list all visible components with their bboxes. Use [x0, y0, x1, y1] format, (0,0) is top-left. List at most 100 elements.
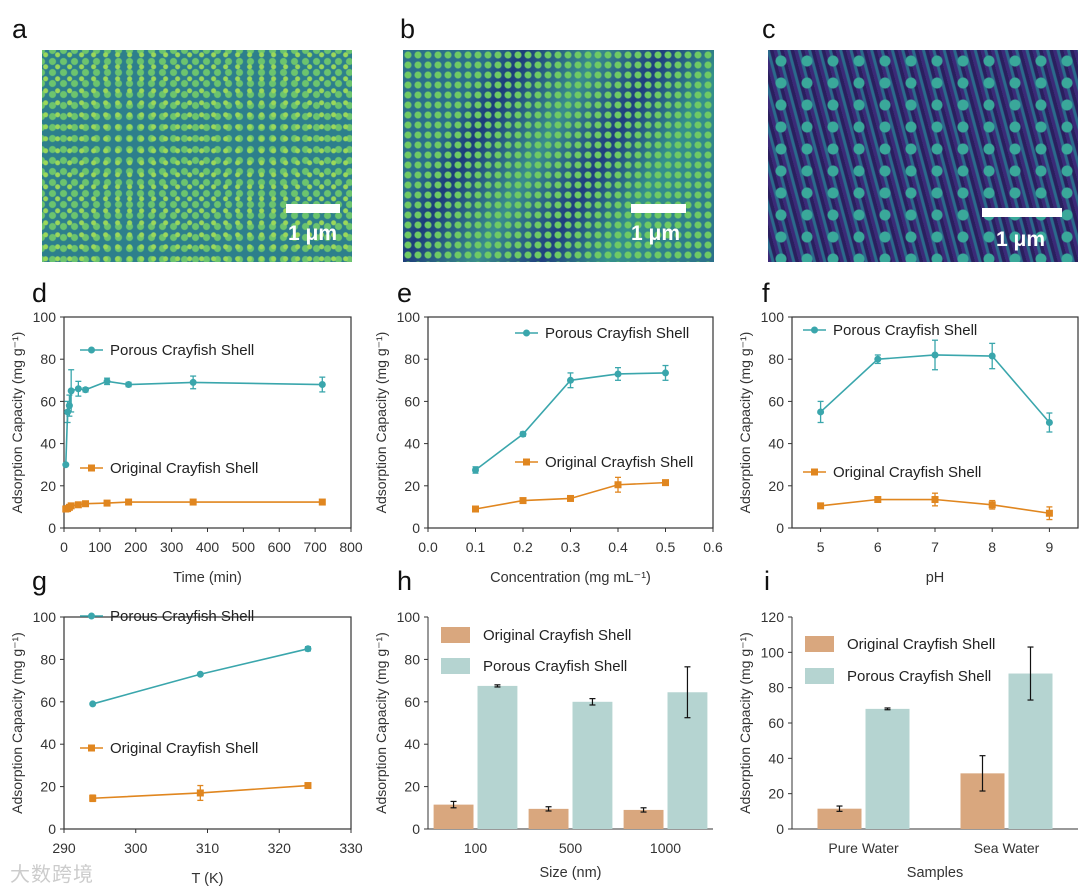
- x-tick-label: 6: [874, 539, 882, 555]
- y-tick-label: 100: [33, 309, 57, 325]
- y-tick-label: 20: [768, 478, 784, 494]
- legend-label: Original Crayfish Shell: [833, 464, 981, 481]
- data-point: [1045, 419, 1053, 426]
- x-axis-label: Samples: [907, 865, 963, 881]
- y-tick-label: 80: [404, 351, 420, 367]
- data-point: [874, 496, 882, 504]
- data-point: [125, 381, 133, 389]
- data-point: [472, 466, 479, 474]
- y-tick-label: 100: [33, 609, 57, 625]
- legend-marker: [523, 329, 530, 337]
- data-point: [74, 385, 82, 393]
- data-point: [931, 496, 939, 504]
- bar-bar_original: [528, 808, 569, 829]
- x-axis-label: Time (min): [173, 570, 242, 586]
- data-point: [318, 381, 326, 389]
- data-point: [817, 408, 825, 416]
- data-point: [988, 352, 996, 360]
- data-point: [89, 700, 97, 708]
- y-tick-label: 60: [40, 393, 56, 409]
- data-point: [519, 497, 527, 505]
- data-point: [103, 499, 111, 507]
- data-point: [304, 645, 312, 653]
- y-tick-label: 60: [404, 694, 420, 710]
- y-tick-label: 40: [404, 736, 420, 752]
- chart-d: 0 20 40 60 80 100 Adsorption Capacity (mg g⁻¹)…: [9, 309, 363, 586]
- legend-label: Original Crayfish Shell: [847, 636, 995, 653]
- legend-label: Original Crayfish Shell: [110, 740, 258, 757]
- y-tick-label: 60: [768, 715, 784, 731]
- scale-bar: [631, 204, 686, 213]
- y-tick-label: 40: [40, 436, 56, 452]
- x-axis-label: pH: [926, 570, 945, 586]
- y-axis-label: Adsorption Capacity (mg g⁻¹): [9, 632, 25, 814]
- data-point: [74, 501, 82, 509]
- x-tick-label: 330: [339, 840, 363, 856]
- data-point: [662, 479, 669, 487]
- panel-label-g: g: [32, 566, 48, 596]
- y-tick-label: 60: [40, 694, 56, 710]
- data-point: [519, 430, 527, 438]
- data-point: [304, 782, 312, 790]
- y-tick-label: 40: [404, 436, 420, 452]
- sem-image-c: 1 μm: [768, 50, 1078, 262]
- y-tick-label: 80: [40, 651, 56, 667]
- x-axis-label: Size (nm): [539, 865, 601, 881]
- legend-marker: [811, 326, 818, 334]
- y-tick-label: 40: [768, 750, 784, 766]
- data-point: [67, 387, 75, 395]
- x-tick-label: 100: [464, 840, 488, 856]
- x-tick-label: 0.0: [418, 539, 438, 555]
- x-tick-label: 310: [196, 840, 220, 856]
- y-tick-label: 40: [768, 436, 784, 452]
- x-tick-label: 0.1: [466, 539, 486, 555]
- x-tick-label: 100: [88, 539, 112, 555]
- chart-h: 0 20 40 60 80 100 Adsorption Capacity (mg g⁻¹)…: [373, 609, 713, 881]
- legend-label: Porous Crayfish Shell: [483, 658, 627, 675]
- panel-label-c: c: [762, 14, 776, 44]
- scale-label: 1 μm: [996, 228, 1046, 251]
- legend-swatch: [805, 636, 834, 652]
- chart-i: 0 20 40 60 80 100 120 Adsorption Capacity (mg g…: [737, 609, 1078, 881]
- x-tick-label: 500: [232, 539, 256, 555]
- panel-label-d: d: [32, 278, 48, 308]
- data-point: [89, 794, 97, 802]
- legend-label: Porous Crayfish Shell: [110, 342, 254, 359]
- x-tick-label: 8: [988, 539, 996, 555]
- y-tick-label: 0: [48, 520, 56, 536]
- bar-bar_original: [817, 808, 862, 829]
- data-point: [567, 494, 574, 502]
- legend-swatch: [441, 627, 470, 643]
- data-point: [62, 461, 70, 469]
- y-axis-label: Adsorption Capacity (mg g⁻¹): [373, 332, 389, 514]
- scale-label: 1 μm: [288, 222, 338, 245]
- chart-e: 0 20 40 60 80 100 Adsorption Capacity (mg g⁻¹)…: [373, 309, 723, 586]
- data-point: [318, 498, 326, 506]
- y-tick-label: 60: [768, 393, 784, 409]
- y-axis-label: Adsorption Capacity (mg g⁻¹): [9, 332, 25, 514]
- data-point: [65, 402, 73, 410]
- x-tick-label: 7: [931, 539, 939, 555]
- y-tick-label: 40: [40, 736, 56, 752]
- x-tick-label: 0.2: [513, 539, 533, 555]
- y-axis-label: Adsorption Capacity (mg g⁻¹): [737, 632, 753, 814]
- series-line-porous: [64, 380, 323, 465]
- y-tick-label: 0: [412, 821, 420, 837]
- data-point: [189, 498, 197, 506]
- y-axis-label: Adsorption Capacity (mg g⁻¹): [373, 632, 389, 814]
- data-point: [82, 500, 90, 508]
- panel-label-f: f: [762, 278, 770, 308]
- x-tick-label: 300: [124, 840, 148, 856]
- x-tick-label: 320: [268, 840, 292, 856]
- data-point: [988, 501, 996, 509]
- x-tick-label: 0.6: [703, 539, 723, 555]
- x-tick-label: 800: [339, 539, 363, 555]
- x-tick-label: 500: [559, 840, 583, 856]
- y-tick-label: 80: [768, 680, 784, 696]
- x-tick-label: 600: [268, 539, 292, 555]
- y-tick-label: 20: [404, 779, 420, 795]
- data-point: [817, 502, 825, 510]
- legend-label: Original Crayfish Shell: [545, 454, 693, 471]
- y-tick-label: 0: [412, 520, 420, 536]
